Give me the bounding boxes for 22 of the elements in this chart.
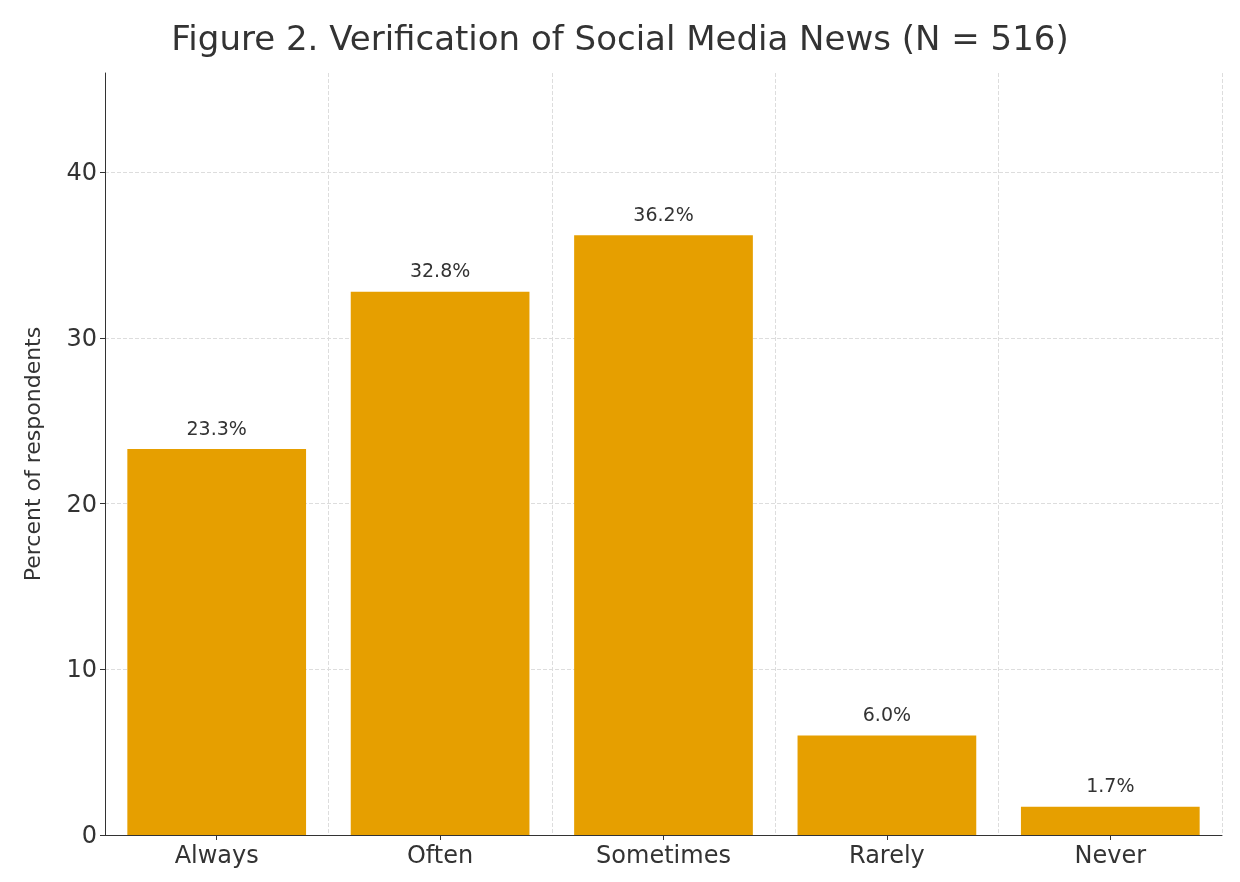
y-axis-title: Percent of respondents: [19, 326, 45, 582]
bar: [127, 449, 307, 835]
x-tick-label: Always: [174, 841, 259, 869]
data-label: 36.2%: [633, 202, 694, 225]
x-tick-label: Never: [1074, 841, 1147, 869]
chart-title: Figure 2. Verification of Social Media News (N = 516): [171, 18, 1069, 58]
x-tick-label: Often: [406, 841, 474, 869]
x-tick-label: Sometimes: [596, 841, 731, 869]
data-label: 23.3%: [186, 416, 247, 439]
data-label: 32.8%: [409, 259, 471, 282]
bar: [1020, 806, 1200, 835]
y-tick-label: 20: [66, 489, 97, 518]
bar: [574, 235, 753, 835]
y-tick-label: 30: [66, 324, 97, 353]
y-tick-label: 0: [81, 821, 97, 849]
y-tick-label: 40: [66, 158, 97, 187]
data-label: 1.7%: [1086, 774, 1135, 797]
bar: [797, 735, 977, 835]
bar: [350, 291, 530, 835]
x-tick-label: Rarely: [848, 841, 925, 869]
data-label: 6.0%: [862, 703, 912, 726]
y-tick-label: 10: [66, 655, 97, 684]
